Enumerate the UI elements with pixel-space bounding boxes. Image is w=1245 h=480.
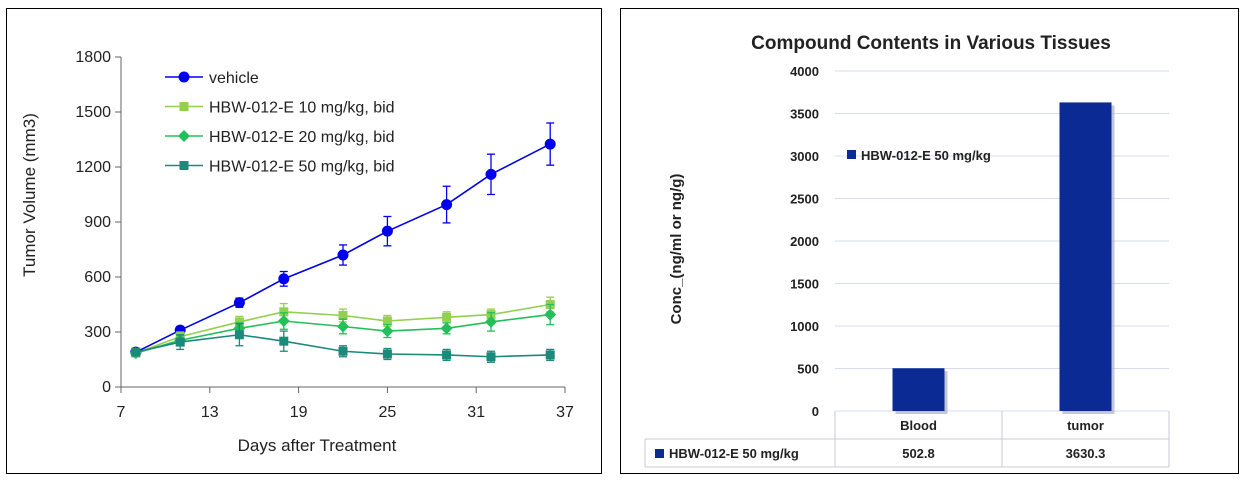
data-point [545, 350, 555, 360]
data-point [131, 347, 141, 357]
y-tick-label: 0 [102, 379, 111, 396]
data-point [485, 315, 497, 328]
legend-label: HBW-012-E 20 mg/kg, bid [209, 129, 395, 146]
data-point [442, 312, 452, 322]
data-point [382, 349, 392, 359]
left-series-layer [129, 122, 557, 363]
y-axis-label: Conc_(ng/ml or ng/g) [668, 174, 685, 325]
right-bars [892, 102, 1115, 414]
left-legend: vehicle HBW-012-E 10 mg/kg, bid HBW-012-E … [165, 70, 395, 176]
compound-contents-chart: Compound Contents in Various Tissues Con… [644, 33, 1170, 468]
series-4 [131, 323, 555, 363]
y-tick-label: 0 [812, 404, 819, 419]
legend-item-3: HBW-012-E 20 mg/kg, bid [165, 129, 395, 146]
y-tick-label: 2500 [790, 192, 819, 207]
y-tick-label: 1800 [75, 49, 111, 66]
data-point [381, 225, 393, 237]
data-point [382, 316, 392, 326]
legend-item-4: HBW-012-E 50 mg/kg, bid [165, 159, 395, 176]
left-axes: 0 300 600 900 1200 1500 1800 7 13 19 25 31 37 [75, 49, 574, 421]
data-point [279, 336, 289, 346]
table-value: 502.8 [902, 446, 935, 461]
data-point [544, 308, 557, 321]
data-point [279, 307, 289, 317]
x-axis-label: Days after Treatment [238, 436, 397, 455]
x-tick-label: 37 [556, 404, 574, 421]
data-point [381, 325, 394, 338]
table-legend-swatch [655, 449, 664, 458]
y-tick-label: 500 [797, 362, 819, 377]
right-legend: HBW-012-E 50 mg/kg [847, 148, 991, 163]
y-tick-label: 1500 [790, 277, 819, 292]
legend-marker [179, 161, 189, 170]
data-point [175, 337, 185, 347]
data-point [441, 199, 453, 211]
table-row-label: HBW-012-E 50 mg/kg [669, 446, 799, 461]
x-tick-label: 19 [290, 404, 308, 421]
y-tick-label: 1200 [75, 159, 111, 176]
x-tick-label: 7 [117, 404, 126, 421]
data-point [486, 352, 496, 362]
y-tick-label: 2000 [790, 234, 819, 249]
legend-marker [179, 102, 189, 111]
bar-tumor [1059, 102, 1112, 411]
category-label: tumor [1067, 418, 1104, 433]
y-axis-label: Tumor Volume (mm3) [20, 113, 39, 277]
left-chart-panel: 0 300 600 900 1200 1500 1800 7 13 19 25 31 37 vehicl… [6, 8, 602, 474]
data-point [277, 315, 290, 327]
tumor-volume-chart: 0 300 600 900 1200 1500 1800 7 13 19 25 31 37 vehicl… [20, 49, 574, 455]
data-point [278, 273, 290, 285]
chart-title: Compound Contents in Various Tissues [751, 33, 1111, 54]
legend-marker [178, 130, 190, 142]
legend-marker [178, 71, 190, 83]
data-point [338, 346, 348, 356]
data-point [234, 317, 244, 327]
category-label: Blood [900, 418, 937, 433]
y-tick-label: 1500 [75, 104, 111, 121]
data-point [485, 168, 497, 180]
x-tick-label: 31 [467, 404, 485, 421]
legend-item-2: HBW-012-E 10 mg/kg, bid [165, 100, 395, 117]
legend-label: HBW-012-E 50 mg/kg [861, 148, 991, 163]
data-point [338, 311, 348, 320]
data-point [544, 138, 556, 150]
y-tick-label: 3500 [790, 107, 819, 122]
data-point [440, 322, 453, 335]
data-point [337, 320, 349, 333]
y-tick-label: 900 [84, 214, 111, 231]
legend-item-1: vehicle [165, 70, 259, 87]
legend-label: vehicle [209, 70, 259, 87]
legend-label: HBW-012-E 50 mg/kg, bid [209, 159, 395, 176]
data-point [442, 350, 452, 360]
y-tick-label: 1000 [790, 319, 819, 334]
x-tick-label: 25 [379, 404, 397, 421]
legend-swatch [847, 150, 856, 159]
y-tick-label: 4000 [790, 64, 819, 79]
y-tick-label: 300 [84, 324, 111, 341]
y-tick-label: 600 [84, 269, 111, 286]
bar-blood [892, 368, 945, 411]
data-point [233, 297, 245, 309]
right-chart-panel: Compound Contents in Various Tissues Con… [620, 8, 1239, 474]
x-tick-label: 13 [201, 404, 219, 421]
legend-label: HBW-012-E 10 mg/kg, bid [209, 100, 395, 117]
y-tick-label: 3000 [790, 149, 819, 164]
table-value: 3630.3 [1066, 446, 1106, 461]
data-point [234, 330, 244, 340]
data-point [337, 249, 349, 261]
data-table: Blood 502.8 tumor 3630.3 HBW-012-E 50 mg/kg [644, 411, 1170, 468]
